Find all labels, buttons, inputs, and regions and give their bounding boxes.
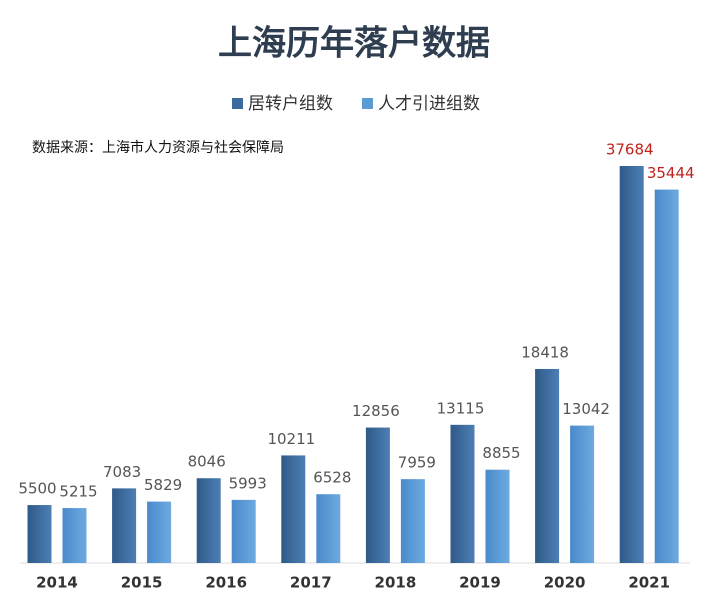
x-tick-label: 2020 [544, 574, 586, 592]
value-label: 7083 [103, 463, 141, 481]
bar [281, 455, 306, 563]
bar [485, 469, 510, 563]
value-label: 8855 [482, 444, 520, 462]
bar [619, 166, 644, 563]
value-label: 12856 [352, 402, 400, 420]
bar [147, 501, 172, 563]
x-tick-label: 2021 [628, 574, 670, 592]
value-label: 35444 [647, 164, 695, 182]
x-tick-label: 2019 [459, 574, 501, 592]
bar [27, 505, 52, 563]
legend-label: 人才引进组数 [378, 94, 480, 114]
bar [365, 427, 390, 563]
bar [316, 494, 341, 563]
bar [62, 508, 87, 563]
value-label: 8046 [188, 453, 226, 471]
bar [654, 189, 679, 564]
x-tick-label: 2018 [375, 574, 417, 592]
chart-title: 上海历年落户数据 [218, 24, 490, 64]
legend-label: 居转户组数 [248, 94, 333, 114]
bar [112, 488, 137, 563]
bar [196, 478, 221, 563]
legend-swatch [232, 98, 243, 109]
bar [450, 424, 475, 563]
value-label: 5829 [144, 476, 182, 494]
value-label: 7959 [398, 454, 436, 472]
legend-swatch [362, 98, 373, 109]
value-label: 6528 [313, 469, 351, 487]
value-label: 13115 [437, 399, 485, 417]
x-tick-label: 2014 [36, 574, 78, 592]
value-label: 5215 [59, 483, 97, 501]
x-tick-label: 2015 [121, 574, 163, 592]
source-note: 数据来源：上海市人力资源与社会保障局 [32, 139, 284, 156]
bar [231, 499, 256, 563]
value-label: 5500 [18, 480, 56, 498]
value-label: 37684 [606, 141, 654, 159]
bar [535, 368, 560, 563]
x-tick-label: 2016 [205, 574, 247, 592]
value-label: 18418 [521, 343, 569, 361]
value-label: 10211 [267, 430, 315, 448]
value-label: 13042 [562, 400, 610, 418]
x-tick-label: 2017 [290, 574, 332, 592]
value-label: 5993 [229, 474, 267, 492]
bar [400, 479, 425, 563]
bar [570, 425, 595, 563]
